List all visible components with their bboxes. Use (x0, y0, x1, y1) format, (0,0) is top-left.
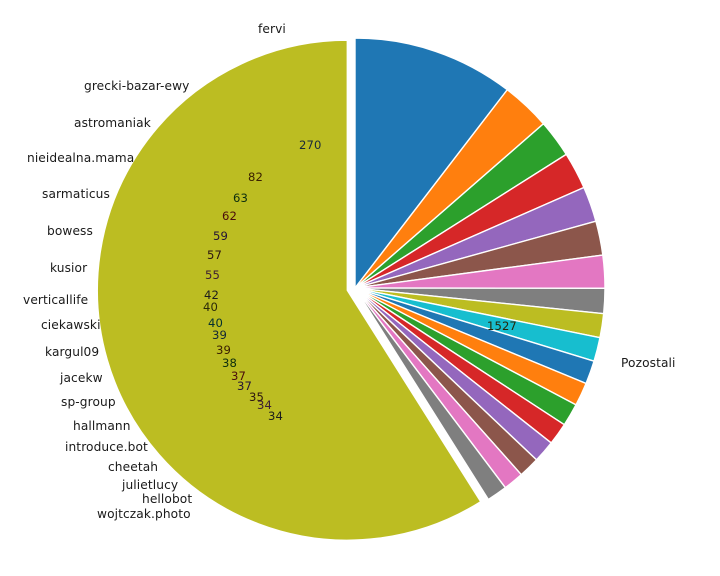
pie-slice-value: 39 (216, 343, 231, 357)
pie-slice-value: 40 (208, 316, 223, 330)
pie-slice-label: wojtczak.photo (97, 507, 191, 521)
pie-slice-label: astromaniak (74, 116, 151, 130)
pie-slice-label: introduce.bot (65, 440, 148, 454)
pie-slice-value: 59 (213, 229, 228, 243)
pie-slice (96, 39, 482, 541)
pie-slice-label: verticallife (23, 293, 89, 307)
pie-slice-value: 37 (231, 369, 246, 383)
pie-slice (354, 37, 508, 289)
pie-slice-value: 42 (204, 288, 219, 302)
pie-slice-label: ciekawski (41, 318, 101, 332)
pie-slice-value: 1527 (487, 319, 517, 333)
pie-slice-value: 34 (268, 409, 283, 423)
pie-slice-value: 63 (233, 191, 248, 205)
pie-slice-label: cheetah (108, 460, 159, 474)
pie-slice-label: hallmann (73, 419, 131, 433)
pie-slice-value: 35 (249, 390, 264, 404)
pie-wedge-group (96, 37, 606, 541)
pie-slice-value: 38 (222, 356, 237, 370)
pie-slice-label: nieidealna.mama (27, 151, 135, 165)
pie-slice-value: 40 (203, 300, 218, 314)
pie-slice-label: sp-group (61, 395, 116, 409)
pie-slice-label: julietlucy (122, 478, 179, 492)
pie-slice-label: sarmaticus (42, 187, 110, 201)
pie-slice-label: fervi (258, 22, 286, 36)
pie-slice-value: 37 (237, 379, 252, 393)
pie-slice (354, 287, 507, 501)
pie-slice-label: Pozostali (621, 356, 676, 370)
pie-slice-label: kargul09 (45, 345, 100, 359)
pie-slice-label: hellobot (142, 492, 193, 506)
pie-slice-value: 82 (248, 170, 263, 184)
pie-slice-value: 62 (222, 209, 237, 223)
pie-slice-value: 270 (299, 138, 322, 152)
pie-slice-value: 57 (207, 248, 222, 262)
pie-slice-label: jacekw (60, 371, 103, 385)
pie-slice-value: 55 (205, 268, 220, 282)
pie-slice-label: grecki-bazar-ewy (84, 79, 190, 93)
pie-slice-label: kusior (50, 261, 88, 275)
pie-slice-value: 39 (212, 328, 227, 342)
pie-slice-value: 34 (257, 398, 272, 412)
pie-slice-label: bowess (47, 224, 93, 238)
